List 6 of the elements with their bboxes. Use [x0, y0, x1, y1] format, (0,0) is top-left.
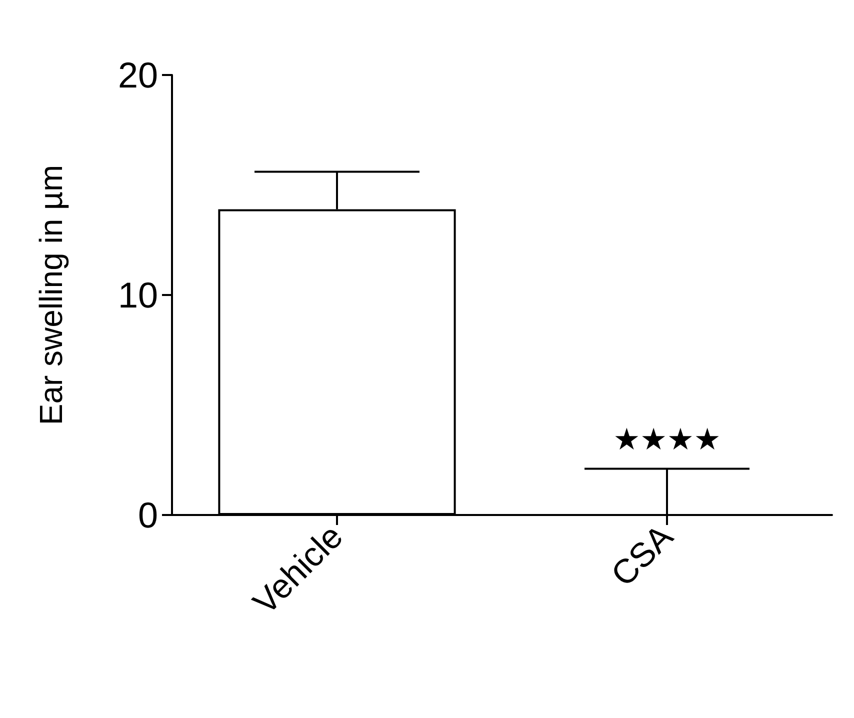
annotation: ★★★★: [613, 422, 721, 458]
y-axis-title: Ear swelling in µm: [33, 164, 69, 426]
y-tick-label: 20: [118, 54, 158, 96]
x-tick-label: CSA: [604, 517, 681, 594]
y-tick-label: 0: [138, 494, 158, 536]
y-tick-label: 10: [118, 274, 158, 316]
